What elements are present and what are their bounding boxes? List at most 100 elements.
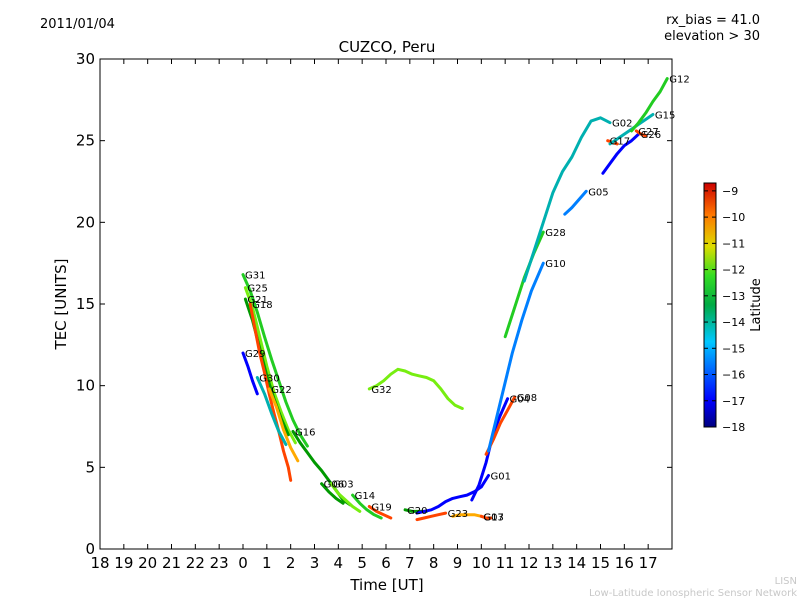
- colorbar-tick-label: −11: [722, 237, 745, 250]
- y-tick-label: 5: [85, 458, 95, 476]
- chart-title: CUZCO, Peru: [339, 38, 436, 56]
- colorbar-tick-label: −16: [722, 369, 745, 382]
- series-G02: [522, 116, 612, 283]
- label-G04: G04: [510, 395, 530, 406]
- label-G27: G27: [638, 127, 658, 138]
- x-axis: 18 19 20 21 22 23 0 1 2 3 4 5 6 7 8 9 10 11 12 13 14 15 16 17: [90, 59, 658, 572]
- label-G05: G05: [588, 187, 608, 198]
- label-G08: G08: [517, 393, 537, 404]
- series-G10: [487, 261, 545, 453]
- series-G29: [241, 351, 259, 396]
- series-G05: [563, 189, 588, 216]
- y-tick-label: 10: [76, 377, 95, 395]
- label-G01: G01: [490, 472, 510, 483]
- x-tick-label: 9: [453, 554, 463, 572]
- label-G23: G23: [448, 509, 468, 520]
- colorbar-label: Latitude: [749, 278, 764, 332]
- series-G07: [479, 514, 493, 520]
- y-tick-label: 0: [85, 540, 95, 558]
- series-G28: [503, 230, 545, 339]
- colorbar-ticks: −18 −17 −16 −15 −14 −13 −12 −11 −10 −9: [704, 185, 745, 434]
- footer-network: Low-Latitude Ionospheric Sensor Network: [589, 588, 797, 599]
- label-G28: G28: [545, 228, 565, 239]
- label-G12: G12: [669, 75, 689, 86]
- series-G06: [320, 482, 345, 505]
- series-G18: [248, 302, 293, 482]
- series-G31: [241, 273, 309, 448]
- label-G07: G07: [483, 512, 503, 523]
- label-G26: G26: [641, 130, 661, 141]
- x-tick-label: 23: [210, 554, 229, 572]
- series-layer: [241, 77, 669, 522]
- label-G16: G16: [295, 427, 315, 438]
- label-G18: G18: [252, 300, 272, 311]
- x-tick-label: 3: [310, 554, 320, 572]
- y-tick-label: 20: [76, 213, 95, 231]
- colorbar-tick-label: −9: [722, 185, 738, 198]
- label-G21: G21: [247, 295, 267, 306]
- x-tick-label: 19: [114, 554, 133, 572]
- y-tick-label: 15: [76, 295, 95, 313]
- series-G22: [267, 387, 300, 463]
- series-G19: [367, 505, 393, 520]
- x-tick-label: 15: [591, 554, 610, 572]
- x-tick-label: 0: [238, 554, 248, 572]
- x-tick-label: 22: [186, 554, 205, 572]
- x-tick-label: 16: [615, 554, 634, 572]
- rx-bias-label: rx_bias = 41.0: [666, 13, 760, 28]
- series-G13: [451, 513, 483, 518]
- label-G20: G20: [407, 506, 427, 517]
- series-G14: [351, 493, 383, 520]
- label-G32: G32: [371, 385, 391, 396]
- plot-frame: [99, 58, 673, 550]
- colorbar-tick-label: −12: [722, 264, 745, 277]
- y-tick-label: 30: [76, 50, 95, 68]
- x-tick-label: 5: [357, 554, 367, 572]
- y-axis: 0 5 10 15 20 25 30: [76, 50, 672, 558]
- colorbar-tick-label: −17: [722, 395, 745, 408]
- series-G12: [630, 77, 669, 133]
- series-G03: [329, 482, 362, 513]
- x-tick-label: 21: [162, 554, 181, 572]
- colorbar-tick-label: −18: [722, 421, 745, 434]
- y-axis-label: TEC [UNITS]: [52, 259, 70, 351]
- series-G23: [415, 511, 448, 522]
- footer-lisn: LISN: [774, 576, 797, 587]
- x-tick-label: 20: [138, 554, 157, 572]
- colorbar: [703, 182, 717, 428]
- x-tick-label: 8: [429, 554, 439, 572]
- series-G26: [601, 132, 641, 175]
- series-G01: [415, 474, 490, 515]
- label-G17: G17: [610, 137, 630, 148]
- series-G16: [291, 429, 352, 507]
- colorbar-tick-label: −14: [722, 316, 745, 329]
- x-tick-label: 10: [472, 554, 491, 572]
- x-tick-label: 11: [496, 554, 515, 572]
- label-G10: G10: [545, 259, 565, 270]
- date-label: 2011/01/04: [40, 17, 115, 32]
- label-G25: G25: [247, 284, 267, 295]
- colorbar-tick-label: −10: [722, 211, 745, 224]
- label-G22: G22: [271, 385, 291, 396]
- x-tick-label: 14: [567, 554, 586, 572]
- x-tick-label: 1: [262, 554, 272, 572]
- series-G25: [243, 286, 297, 445]
- label-G19: G19: [371, 503, 391, 514]
- x-tick-label: 2: [286, 554, 296, 572]
- y-tick-label: 25: [76, 132, 95, 150]
- x-tick-label: 7: [405, 554, 415, 572]
- colorbar-tick-label: −13: [722, 290, 745, 303]
- label-G30: G30: [259, 374, 279, 385]
- label-G31: G31: [245, 271, 265, 282]
- x-axis-label: Time [UT]: [349, 576, 423, 594]
- label-G29: G29: [245, 349, 265, 360]
- label-G14: G14: [355, 491, 375, 502]
- x-tick-label: 4: [334, 554, 344, 572]
- x-tick-label: 17: [639, 554, 658, 572]
- label-G02: G02: [612, 119, 632, 130]
- series-G32: [367, 367, 464, 410]
- series-G30: [255, 376, 288, 446]
- colorbar-tick-label: −15: [722, 342, 745, 355]
